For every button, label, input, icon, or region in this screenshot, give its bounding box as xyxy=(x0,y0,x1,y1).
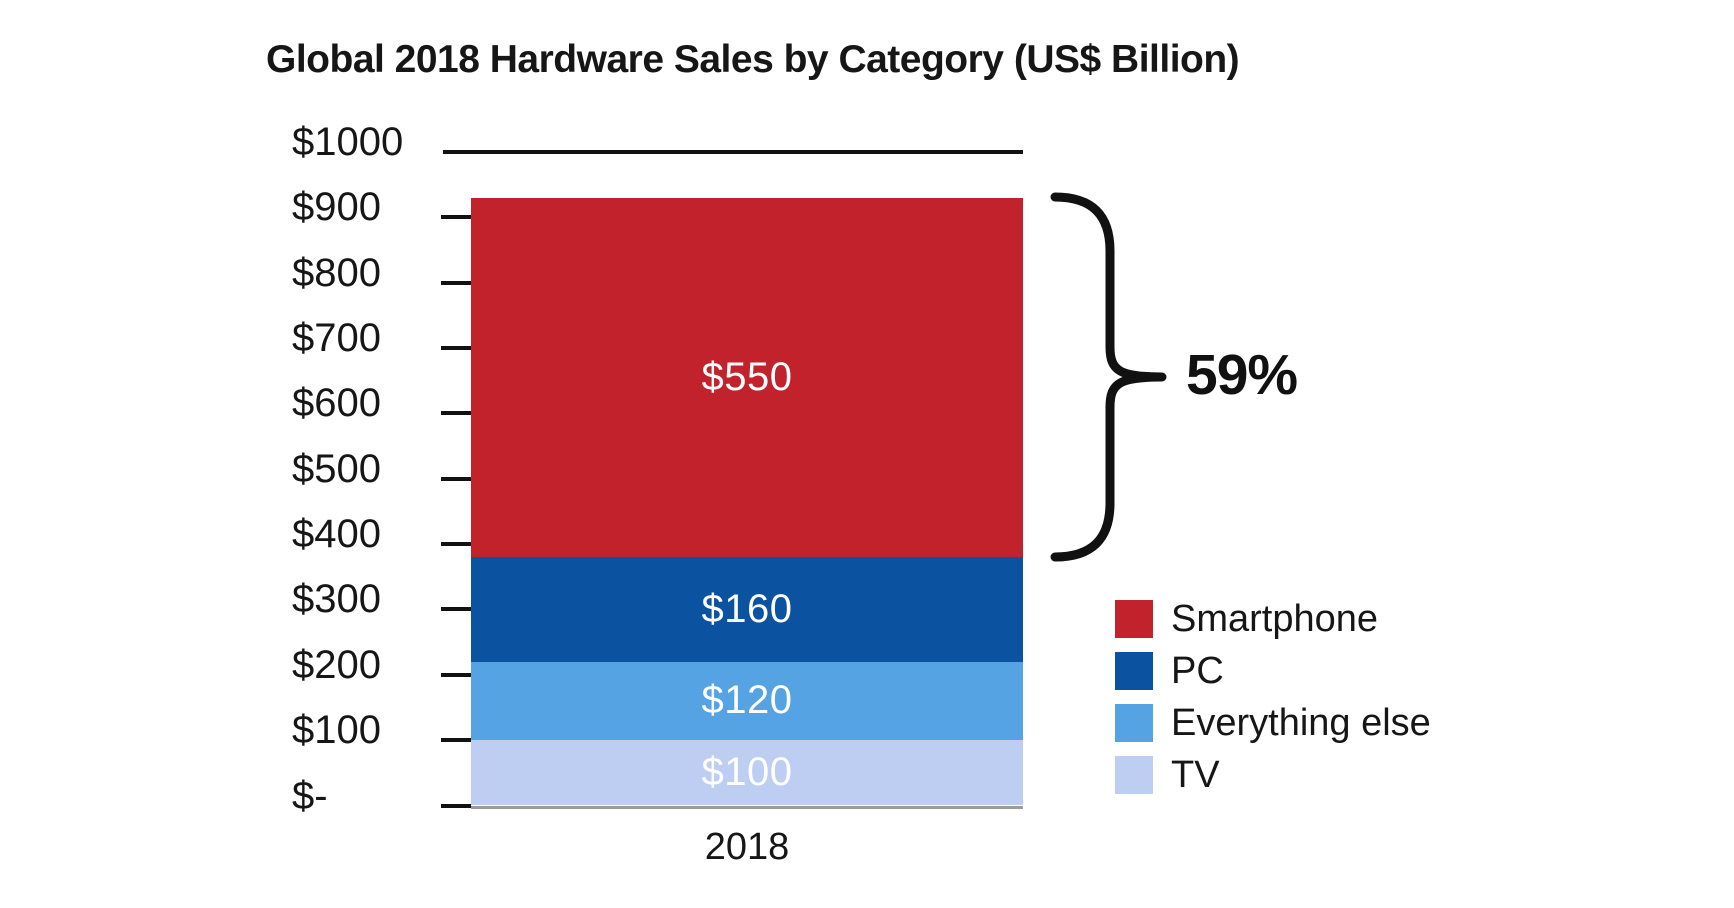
y-tick-mark xyxy=(441,803,471,808)
y-tick-label: $800 xyxy=(292,250,381,295)
legend-item-pc: PC xyxy=(1115,652,1431,690)
y-tick-label: $500 xyxy=(292,446,381,491)
bar-segment-pc: $160 xyxy=(471,557,1023,662)
y-tick-mark xyxy=(441,346,471,351)
legend-swatch-icon xyxy=(1115,652,1153,690)
legend-swatch-icon xyxy=(1115,600,1153,638)
y-tick-label: $- xyxy=(292,773,328,818)
legend: Smartphone PC Everything else TV xyxy=(1115,600,1431,794)
y-tick-label: $200 xyxy=(292,642,381,687)
y-tick-label: $300 xyxy=(292,577,381,622)
y-tick-mark xyxy=(441,738,471,743)
bar-segment-smartphone: $550 xyxy=(471,197,1023,558)
y-tick-mark xyxy=(441,607,471,612)
y-tick-label: $600 xyxy=(292,381,381,426)
segment-value-label: $160 xyxy=(701,586,793,631)
legend-label: Smartphone xyxy=(1171,598,1379,640)
legend-label: PC xyxy=(1171,650,1224,692)
legend-item-tv: TV xyxy=(1115,756,1431,794)
x-category-label: 2018 xyxy=(704,826,790,868)
brace-icon xyxy=(1050,192,1167,562)
y-tick-label: $700 xyxy=(292,316,381,361)
y-tick-mark xyxy=(441,672,471,677)
legend-label: TV xyxy=(1171,754,1220,796)
y-tick-mark xyxy=(441,215,471,220)
y-tick-label: $100 xyxy=(292,708,381,753)
y-tick-label: $900 xyxy=(292,185,381,230)
y-tick-label: $1000 xyxy=(292,120,404,164)
legend-swatch-icon xyxy=(1115,756,1153,794)
segment-value-label: $120 xyxy=(701,678,793,723)
y-tick-mark xyxy=(441,542,471,547)
x-axis-baseline xyxy=(471,805,1023,809)
segment-value-label: $100 xyxy=(701,750,793,795)
legend-label: Everything else xyxy=(1171,702,1431,744)
legend-item-smartphone: Smartphone xyxy=(1115,600,1431,638)
legend-swatch-icon xyxy=(1115,704,1153,742)
y-tick-mark xyxy=(441,280,471,285)
legend-item-everything-else: Everything else xyxy=(1115,704,1431,742)
y-tick-label: $400 xyxy=(292,512,381,557)
axis-top-line xyxy=(443,150,1023,154)
y-tick-mark xyxy=(441,476,471,481)
chart-title: Global 2018 Hardware Sales by Category (… xyxy=(266,38,1240,81)
bar-segment-everything-else: $120 xyxy=(471,661,1023,741)
bar-segment-tv: $100 xyxy=(471,740,1023,806)
y-tick-mark xyxy=(441,411,471,416)
annotation-percent: 59% xyxy=(1186,343,1298,407)
segment-value-label: $550 xyxy=(701,354,793,399)
